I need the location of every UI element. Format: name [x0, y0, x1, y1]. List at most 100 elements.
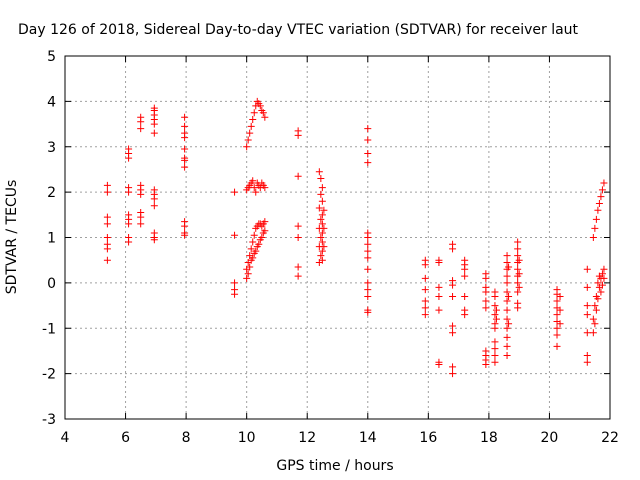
data-point [261, 218, 269, 226]
data-point [553, 342, 561, 350]
data-point [364, 286, 372, 294]
data-point [181, 122, 189, 130]
x-tick-label: 14 [359, 430, 377, 446]
data-point [150, 129, 158, 137]
data-point [503, 342, 511, 350]
data-point [249, 177, 257, 185]
data-point [364, 240, 372, 248]
data-point [556, 292, 564, 300]
data-point [294, 263, 302, 271]
data-point [583, 265, 591, 273]
data-point [181, 113, 189, 121]
data-point [594, 206, 602, 214]
data-point [364, 125, 372, 133]
data-point [181, 145, 189, 153]
data-points [103, 97, 608, 378]
x-tick-label: 4 [61, 430, 70, 446]
data-point [449, 329, 457, 337]
data-point [461, 265, 469, 273]
data-point [317, 215, 325, 223]
data-point [103, 181, 111, 189]
data-point [592, 306, 600, 314]
data-point [514, 265, 522, 273]
data-point [435, 361, 443, 369]
data-point [247, 122, 255, 130]
data-point [595, 272, 603, 280]
data-point [252, 188, 260, 196]
data-point [294, 234, 302, 241]
data-point [252, 247, 260, 255]
x-tick-label: 8 [182, 430, 191, 446]
data-point [553, 324, 561, 332]
data-point [503, 258, 511, 266]
data-point [435, 292, 443, 300]
data-point [421, 304, 429, 312]
data-point [597, 193, 605, 201]
data-point [598, 186, 606, 194]
data-point [137, 213, 145, 221]
data-point [250, 109, 258, 117]
data-point [503, 333, 511, 341]
data-point [553, 331, 561, 339]
data-point [482, 274, 490, 282]
data-point [482, 288, 490, 296]
data-point [318, 220, 326, 228]
data-point [591, 224, 599, 232]
data-point [449, 370, 457, 378]
data-point [600, 179, 608, 187]
x-tick-label: 22 [601, 430, 619, 446]
data-point [597, 288, 605, 296]
data-point [583, 358, 591, 366]
data-point [364, 159, 372, 167]
data-point [125, 188, 133, 196]
data-point [515, 270, 523, 278]
data-point [258, 234, 266, 241]
data-point [583, 302, 591, 310]
data-point [320, 243, 328, 251]
data-point [364, 265, 372, 273]
data-point [491, 292, 499, 300]
data-point [364, 150, 372, 158]
axis-ticks [64, 55, 611, 420]
data-point [482, 361, 490, 369]
data-point [364, 279, 372, 287]
y-tick-label: -3 [42, 412, 56, 428]
data-point [181, 163, 189, 171]
data-point [137, 190, 145, 198]
data-point [317, 190, 325, 198]
data-point [591, 302, 599, 310]
data-point [150, 195, 158, 203]
data-point [249, 238, 257, 246]
data-point [600, 265, 608, 273]
data-point [553, 311, 561, 319]
data-point [598, 281, 606, 289]
data-point [137, 125, 145, 133]
data-point [317, 252, 325, 260]
data-point [503, 279, 511, 287]
data-point [505, 320, 513, 328]
data-point [181, 156, 189, 164]
y-tick-label: 4 [47, 94, 56, 110]
y-tick-label: 1 [47, 231, 56, 247]
data-point [103, 220, 111, 228]
data-point [320, 206, 328, 214]
data-point [315, 168, 323, 176]
data-point [583, 351, 591, 359]
data-point [449, 363, 457, 371]
data-point [514, 279, 522, 287]
data-point [261, 227, 269, 235]
data-point [137, 220, 145, 228]
data-point [103, 234, 111, 241]
y-tick-label: 2 [47, 185, 56, 201]
y-tick-label: 5 [47, 49, 56, 65]
data-point [435, 258, 443, 266]
data-point [594, 279, 602, 287]
x-tick-label: 18 [480, 430, 498, 446]
x-tick-label: 10 [238, 430, 256, 446]
data-point [103, 256, 111, 264]
data-point [556, 320, 564, 328]
data-point [181, 134, 189, 142]
data-point [318, 184, 326, 192]
y-tick-label: -1 [42, 321, 56, 337]
